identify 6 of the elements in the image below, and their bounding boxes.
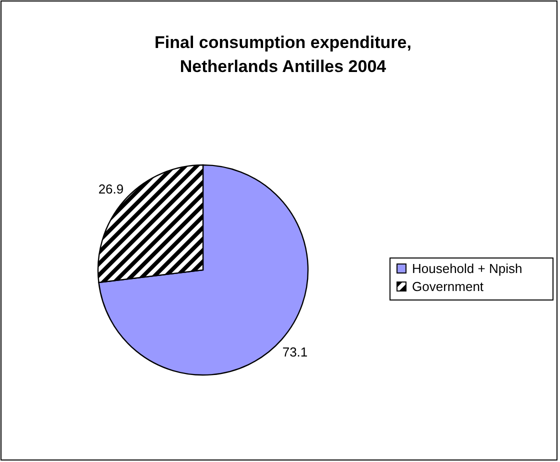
legend-label: Government — [412, 279, 484, 294]
data-label: 73.1 — [282, 344, 308, 360]
data-label: 26.9 — [98, 181, 124, 196]
pie-slice — [98, 164, 309, 376]
legend-label: Household + Npish — [412, 261, 522, 276]
chart-title: Final consumption expenditure, Netherlands Antilles 2004 — [154, 33, 412, 76]
